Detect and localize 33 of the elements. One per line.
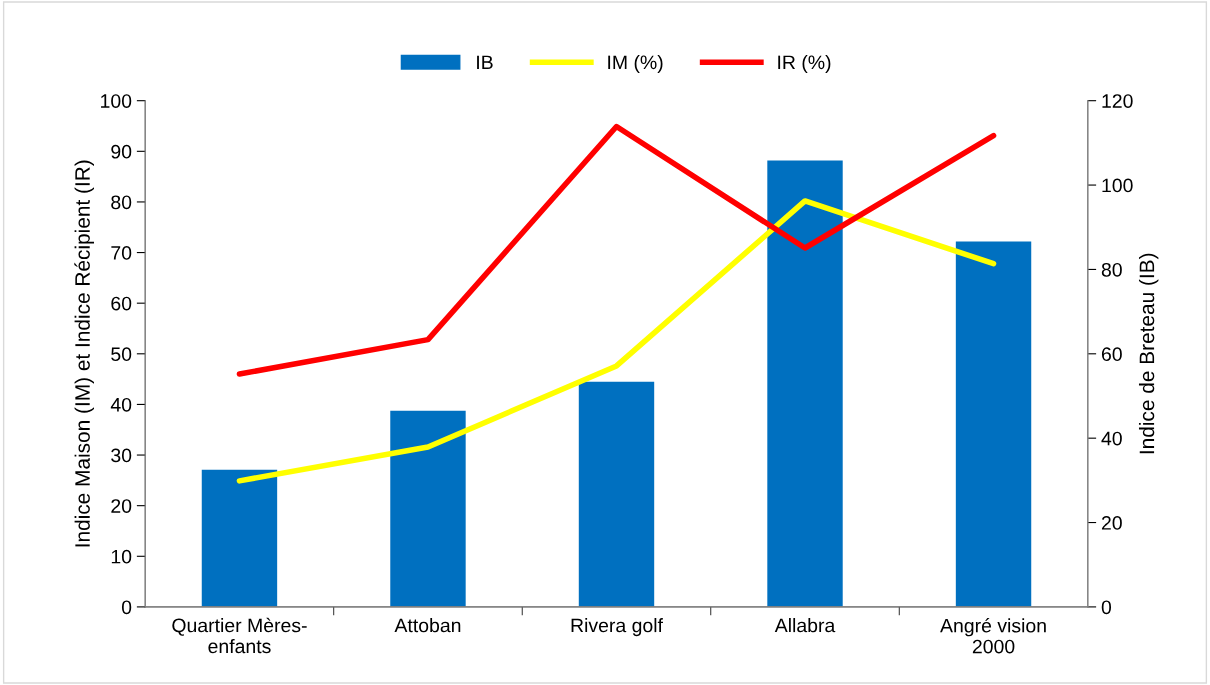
x-tick-label: Quartier Mères- enfants: [172, 617, 307, 654]
y-tick-label: 10: [111, 549, 132, 564]
bar: [955, 241, 1032, 607]
bar: [767, 160, 843, 607]
y-tick-label: 60: [111, 296, 132, 311]
bar: [201, 469, 278, 607]
y2-tick-label: 40: [1101, 431, 1122, 446]
y-tick-label: 50: [111, 347, 132, 362]
y-tick-label: 80: [111, 195, 132, 210]
y2-tick-label: 120: [1102, 94, 1133, 108]
y2-tick-label: 60: [1101, 347, 1122, 362]
bar: [578, 381, 655, 607]
y2-tick-label: 0: [1101, 600, 1112, 615]
x-tick-label: Allabra: [774, 618, 836, 633]
y-tick-label: 30: [111, 448, 132, 463]
y-tick-label: 40: [110, 397, 132, 412]
y2-tick-label: 20: [1101, 516, 1122, 530]
y-tick-label: 20: [111, 499, 132, 513]
y-tick-label: 70: [111, 246, 132, 260]
x-tick-label: Rivera golf: [571, 618, 663, 637]
legend-label: IM (%): [608, 54, 663, 74]
x-tick-label: Angré vision 2000: [940, 618, 1046, 654]
y-tick-label: 100: [101, 94, 132, 108]
y-tick-label: 90: [111, 144, 132, 159]
y2-tick-label: 80: [1101, 262, 1122, 277]
y-tick-label: 0: [121, 600, 132, 615]
legend-label: IB: [477, 55, 493, 70]
bar: [390, 410, 466, 607]
y2-axis-title: Indice de Breteau (IB): [1138, 253, 1159, 454]
legend-label: IR (%): [778, 54, 831, 74]
y2-tick-label: 100: [1102, 178, 1133, 193]
y-axis-title: Indice Maison (IM) et Indice Récipient (IR): [74, 160, 95, 547]
x-tick-label: Attoban: [394, 618, 461, 633]
